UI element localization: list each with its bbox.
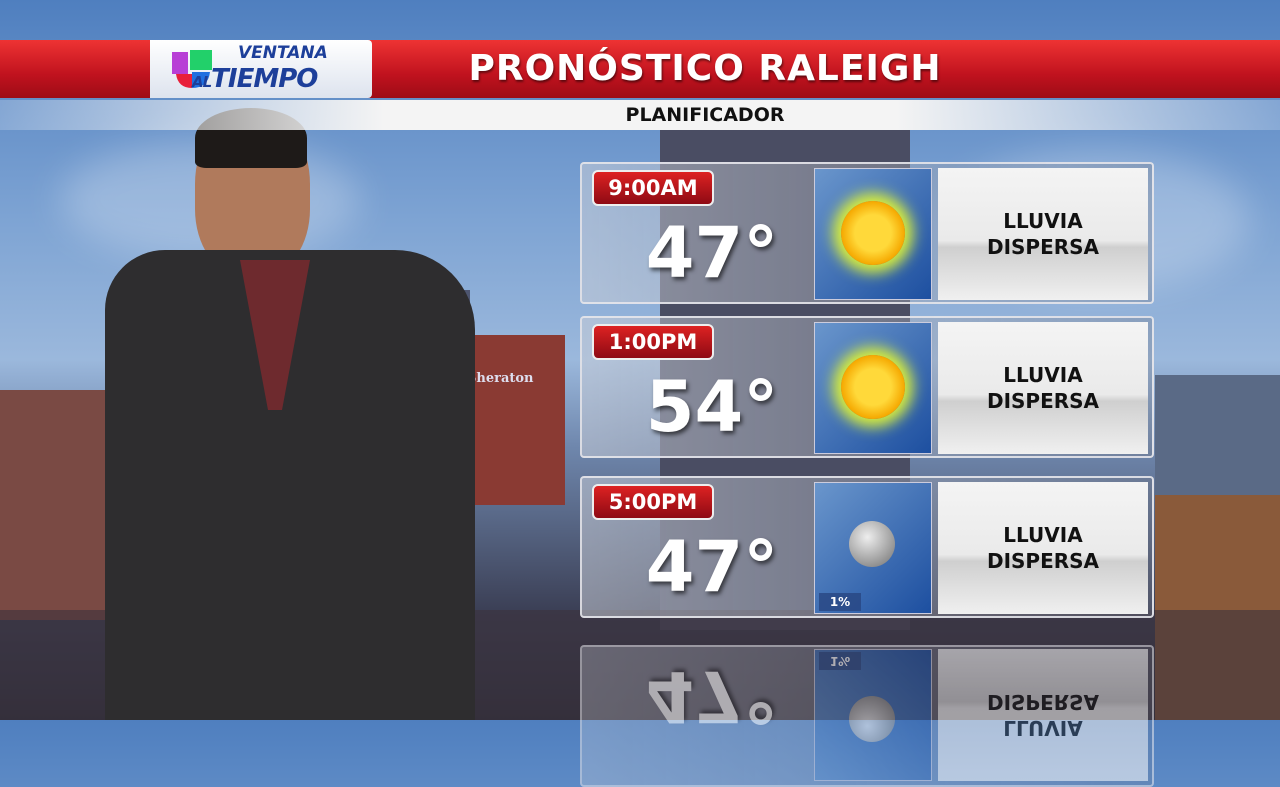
forecast-temp: 54°	[645, 366, 779, 448]
forecast-time: 5:00PM	[592, 484, 714, 520]
univision-logo-icon	[172, 50, 212, 88]
building	[0, 390, 110, 620]
forecast-desc: LLUVIA DISPERSA	[938, 168, 1148, 300]
logo-text-ventana: VENTANA	[238, 43, 328, 63]
moon-icon	[849, 521, 895, 567]
subtitle-bar	[0, 100, 1280, 130]
sun-icon	[841, 201, 905, 265]
weather-icon-box-reflection: 1%	[814, 649, 932, 781]
weather-icon-box: 1%	[814, 482, 932, 614]
forecast-desc: LLUVIA DISPERSA	[938, 482, 1148, 614]
logo-text-altiempo: ALTIEMPO	[192, 64, 318, 94]
moon-icon	[849, 696, 895, 742]
weather-icon-box	[814, 322, 932, 454]
precip-chance-reflection: 1%	[819, 652, 861, 670]
forecast-row: 5:00PM 47° 1% LLUVIA DISPERSA	[580, 476, 1154, 618]
sun-icon	[841, 355, 905, 419]
forecast-time: 1:00PM	[592, 324, 714, 360]
forecast-row-reflection: 47° 1% LLUVIA DISPERSA	[580, 645, 1154, 787]
sheraton-sign: Sheraton	[467, 371, 534, 386]
forecast-temp: 47°	[645, 212, 779, 294]
forecast-row: 1:00PM 54° LLUVIA DISPERSA	[580, 316, 1154, 458]
forecast-desc: LLUVIA DISPERSA	[938, 322, 1148, 454]
weather-icon-box	[814, 168, 932, 300]
page-subtitle: PLANIFICADOR	[625, 104, 785, 126]
logo: VENTANA ALTIEMPO	[150, 40, 372, 98]
page-title: PRONÓSTICO RALEIGH	[468, 48, 942, 89]
building	[1155, 375, 1280, 505]
forecast-temp: 47°	[645, 526, 779, 608]
precip-chance: 1%	[819, 593, 861, 611]
forecast-row: 9:00AM 47° LLUVIA DISPERSA	[580, 162, 1154, 304]
forecast-desc-reflection: LLUVIA DISPERSA	[938, 649, 1148, 781]
forecast-time: 9:00AM	[592, 170, 714, 206]
forecast-temp-reflection: 47°	[645, 655, 779, 737]
